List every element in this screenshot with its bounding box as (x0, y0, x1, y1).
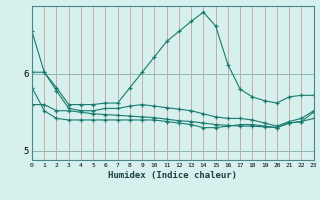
X-axis label: Humidex (Indice chaleur): Humidex (Indice chaleur) (108, 171, 237, 180)
